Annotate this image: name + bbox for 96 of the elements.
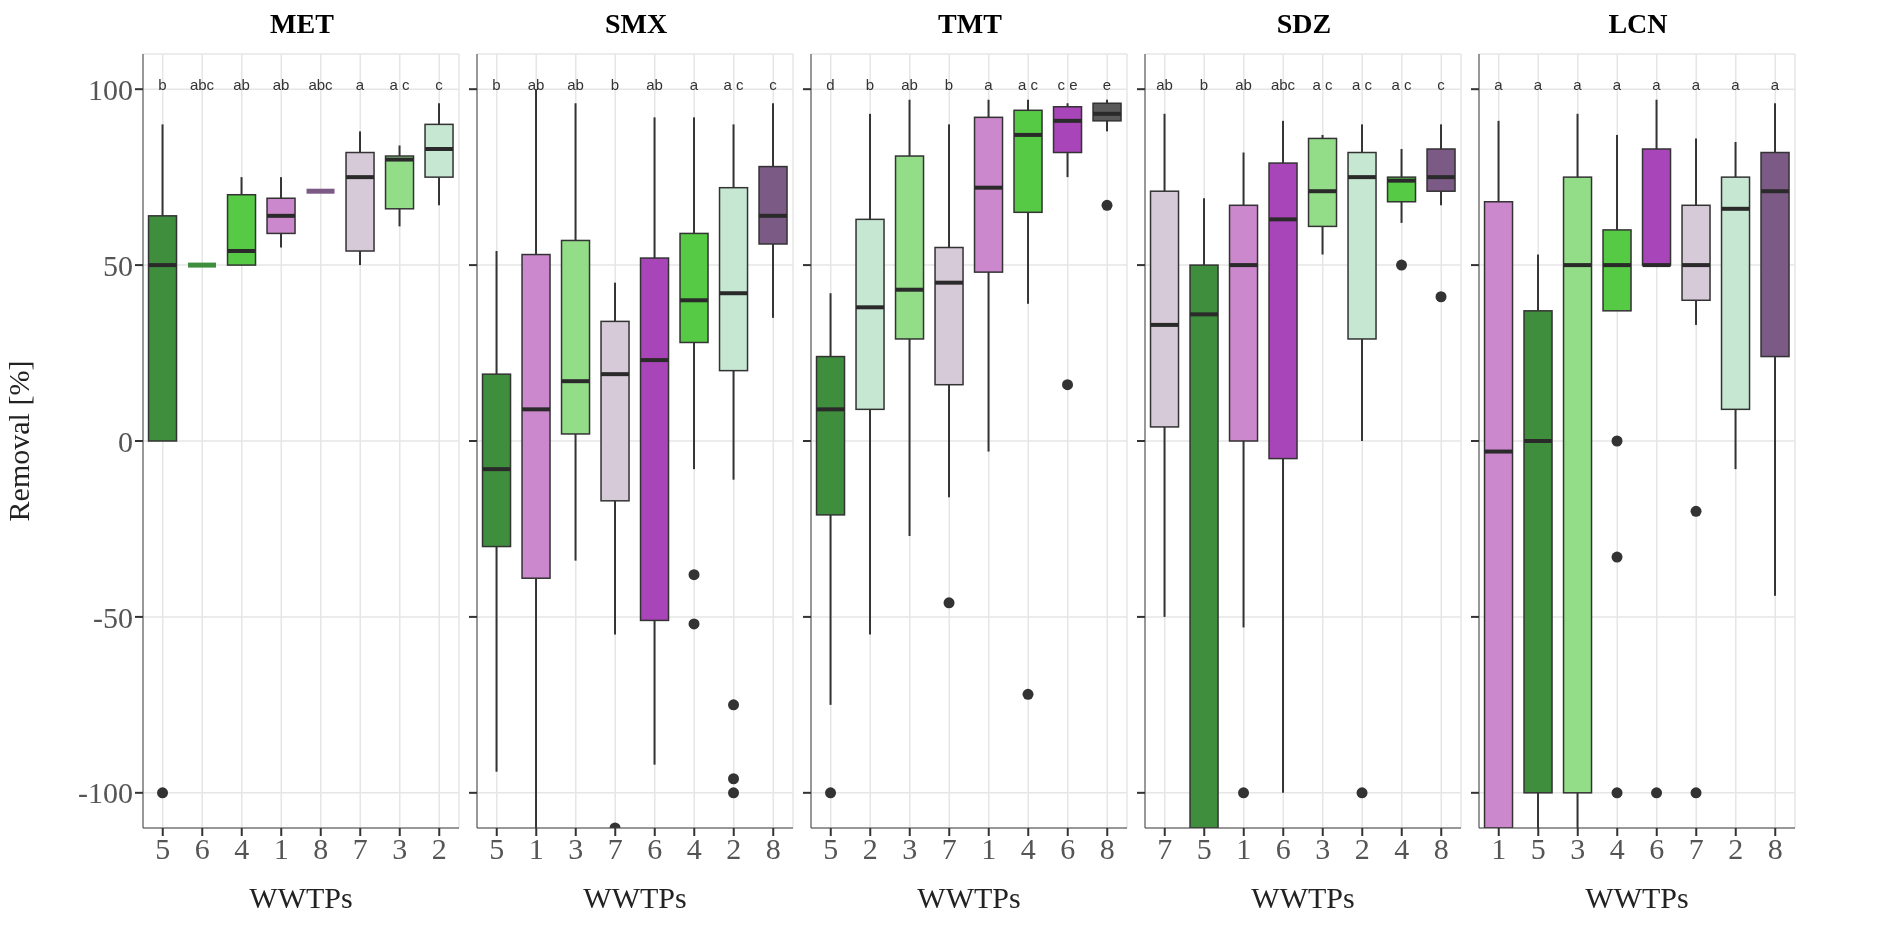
annotation: a: [1612, 75, 1622, 93]
x-tick-label: 1: [981, 832, 997, 866]
annotation: a c: [1352, 75, 1373, 93]
x-tick-label: 4: [1020, 832, 1036, 866]
annotation: a: [1770, 75, 1780, 93]
annotation: a c: [1018, 75, 1039, 93]
x-tick-label: 1: [273, 832, 289, 866]
x-tick-label: 6: [1649, 832, 1665, 866]
annotation: b: [158, 75, 167, 93]
x-tick-label: 5: [1196, 832, 1212, 866]
x-tick-label: 7: [1688, 832, 1704, 866]
x-tick-label: 1: [528, 832, 544, 866]
chart-title: SDZ: [1275, 8, 1333, 41]
x-tick-label: 4: [1609, 832, 1625, 866]
x-tick-label: 4: [686, 832, 702, 866]
x-axis-title: WWTPs: [1585, 881, 1689, 914]
annotation: ab: [646, 75, 663, 93]
y-tick-label: -100: [78, 776, 133, 810]
annotation: c: [1437, 75, 1446, 93]
x-tick-label: 2: [862, 832, 878, 866]
annotation: ab: [272, 75, 290, 93]
x-tick-label: 8: [1433, 832, 1449, 866]
x-axis-title: WWTPs: [583, 881, 687, 914]
x-tick-label: 3: [568, 832, 584, 866]
x-axis-title: WWTPs: [249, 881, 353, 914]
chart-title: LCN: [1607, 8, 1669, 41]
x-tick-label: 3: [392, 832, 408, 866]
x-tick-label: 4: [234, 832, 250, 866]
x-tick-label: 3: [1315, 832, 1331, 866]
x-tick-label: 7: [1157, 832, 1173, 866]
x-tick-label: 5: [823, 832, 839, 866]
annotation: a: [1652, 75, 1662, 93]
annotation: e: [1102, 75, 1112, 93]
annotation: b: [610, 75, 620, 93]
annotation: abc: [1270, 75, 1296, 93]
x-tick-label: 2: [1728, 832, 1744, 866]
x-tick-label: 1: [1491, 832, 1507, 866]
x-tick-label: 8: [313, 832, 329, 866]
annotation: abc: [189, 75, 215, 93]
annotation: c: [435, 75, 444, 93]
x-tick-label: 2: [726, 832, 742, 866]
annotation: a: [355, 75, 365, 93]
annotation: d: [826, 75, 835, 93]
x-tick-label: 5: [1530, 832, 1546, 866]
x-tick-label: 6: [1060, 832, 1076, 866]
annotation: c: [769, 75, 778, 93]
annotation: a c: [723, 75, 745, 93]
x-tick-label: 7: [352, 832, 368, 866]
x-tick-label: 5: [489, 832, 505, 866]
chart-title: SMX: [603, 8, 669, 41]
annotation: a: [689, 75, 699, 93]
annotation: a c: [1391, 75, 1413, 93]
x-tick-label: 5: [155, 832, 171, 866]
annotation: a c: [1312, 75, 1334, 93]
annotation: a: [984, 75, 994, 93]
chart-title: MET: [269, 8, 335, 41]
x-tick-label: 8: [1767, 832, 1783, 866]
annotation: a c: [389, 75, 411, 93]
annotation: a: [1573, 75, 1583, 93]
x-tick-label: 6: [1275, 832, 1291, 866]
annotation: b: [944, 75, 954, 93]
annotation: a: [1731, 75, 1741, 93]
y-axis-title: Removal [%]: [1, 360, 35, 522]
annotation: ab: [1156, 75, 1173, 93]
y-tick-label: -50: [93, 600, 133, 634]
x-tick-label: 3: [902, 832, 918, 866]
annotation: a: [1533, 75, 1543, 93]
annotation: b: [865, 75, 875, 93]
annotation: b: [492, 75, 501, 93]
x-tick-label: 6: [647, 832, 663, 866]
x-axis-title: WWTPs: [917, 881, 1021, 914]
x-tick-label: 7: [607, 832, 623, 866]
chart-title: TMT: [937, 8, 1003, 41]
x-axis-title: WWTPs: [1251, 881, 1355, 914]
x-tick-label: 8: [1099, 832, 1115, 866]
x-tick-label: 2: [1354, 832, 1370, 866]
annotation: ab: [901, 75, 918, 93]
y-tick-label: 100: [88, 72, 133, 106]
annotation: ab: [567, 75, 584, 93]
x-tick-label: 1: [1236, 832, 1252, 866]
x-tick-label: 6: [194, 832, 210, 866]
x-tick-label: 3: [1570, 832, 1586, 866]
annotation: a: [1494, 75, 1504, 93]
x-tick-label: 8: [765, 832, 781, 866]
x-tick-label: 7: [941, 832, 957, 866]
y-tick-label: 50: [103, 248, 133, 282]
annotation: ab: [527, 75, 545, 93]
y-tick-label: 0: [118, 424, 133, 458]
x-tick-label: 4: [1394, 832, 1410, 866]
annotation: ab: [233, 75, 250, 93]
annotation: b: [1199, 75, 1209, 93]
annotation: a: [1691, 75, 1701, 93]
annotation: c e: [1057, 75, 1078, 93]
annotation: abc: [308, 75, 334, 93]
x-tick-label: 2: [431, 832, 447, 866]
annotation: ab: [1235, 75, 1252, 93]
